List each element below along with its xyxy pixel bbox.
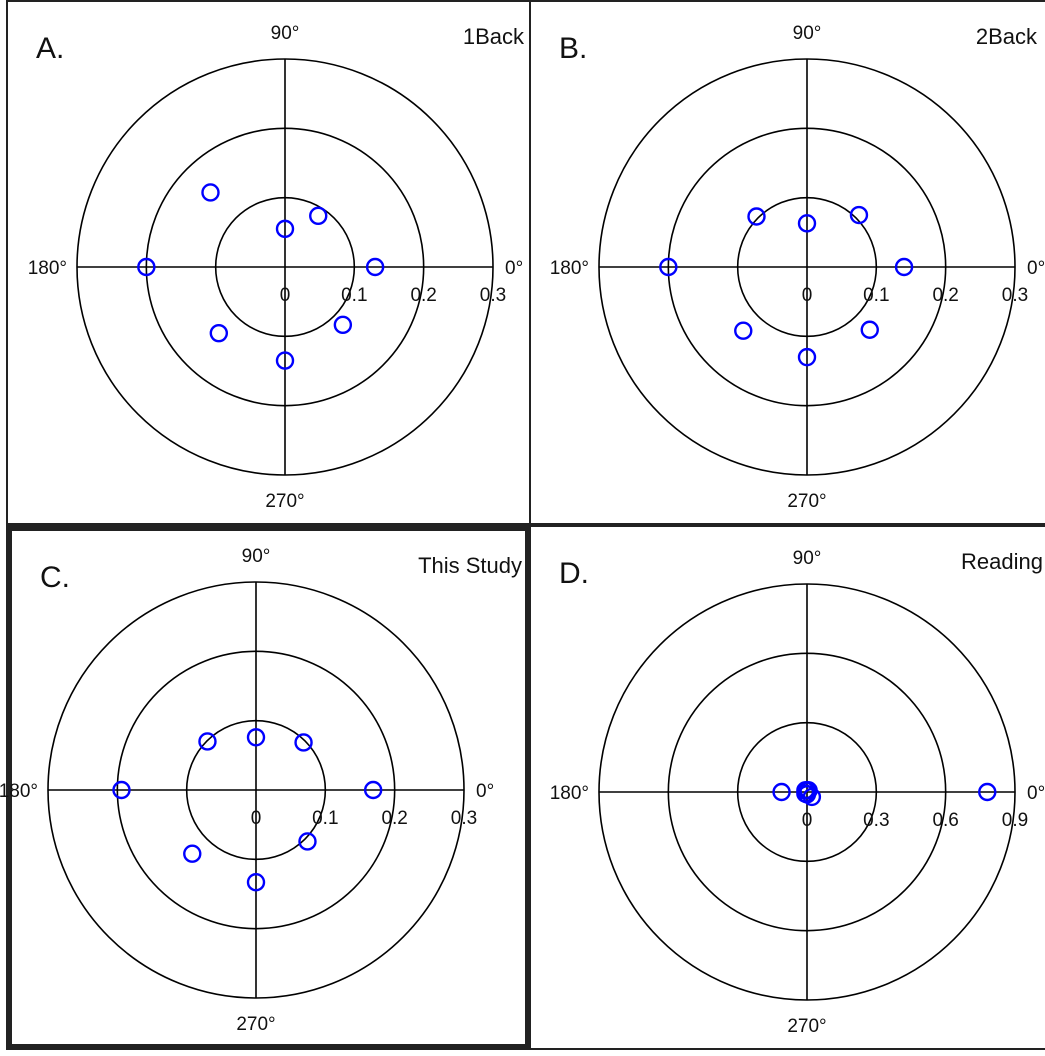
data-point-marker: [298, 832, 317, 851]
radial-tick-label: 0.2: [410, 285, 436, 306]
data-point-marker: [894, 257, 914, 277]
radial-tick-label: 0.6: [932, 810, 958, 831]
radial-tick-label: 0: [802, 810, 813, 831]
panel-letter: D.: [559, 557, 589, 590]
radial-tick-label: 0.9: [1002, 810, 1028, 831]
angle-label-270: 270°: [236, 1014, 275, 1035]
polar-plot: 0° 90° 180° 270° 0 0.3 0.6 0.9 D. Reading: [550, 548, 1045, 1037]
angle-label-90: 90°: [271, 23, 300, 44]
polar-panel-b: 0° 90° 180° 270° 0 0.1 0.2 0.3 B. 2Back: [531, 0, 1045, 525]
radial-tick-label: 0.1: [341, 285, 367, 306]
data-point-marker: [183, 844, 202, 863]
data-point-marker: [294, 733, 313, 752]
data-point-marker: [365, 257, 385, 277]
angle-label-180: 180°: [28, 258, 67, 279]
polar-plot: 0° 90° 180° 270° 0 0.1 0.2 0.3 A. 1Back: [28, 23, 525, 512]
angle-label-180: 180°: [0, 781, 38, 802]
angle-label-270: 270°: [787, 491, 826, 512]
data-point-marker: [209, 323, 229, 343]
angle-label-270: 270°: [265, 491, 304, 512]
data-point-marker: [309, 206, 328, 226]
radial-tick-label: 0.3: [863, 810, 889, 831]
radial-tick-label: 0.2: [381, 808, 407, 829]
data-point-marker: [734, 321, 753, 340]
radial-tick-label: 0: [280, 285, 291, 306]
data-point-marker: [137, 257, 156, 277]
polar-panel-c: 0° 90° 180° 270° 0 0.1 0.2 0.3 C. This Study: [0, 525, 531, 1050]
condition-label: 2Back: [976, 24, 1038, 49]
data-point-marker: [860, 320, 879, 339]
data-point-marker: [246, 728, 266, 747]
data-point-marker: [275, 351, 295, 370]
radial-tick-label: 0: [251, 808, 262, 829]
data-point-marker: [747, 207, 766, 226]
data-point-marker: [363, 780, 383, 800]
data-point-marker: [772, 782, 791, 802]
radial-tick-label: 0.3: [1002, 285, 1028, 306]
panel-letter: C.: [40, 561, 70, 594]
radial-tick-label: 0: [802, 285, 813, 306]
data-point-marker: [849, 205, 869, 225]
angle-label-90: 90°: [793, 548, 822, 569]
angle-label-0: 0°: [1027, 258, 1045, 279]
angle-label-0: 0°: [476, 781, 494, 802]
data-point-marker: [275, 219, 295, 239]
data-point-marker: [796, 781, 815, 800]
data-point-marker: [198, 732, 217, 751]
data-point-marker: [201, 183, 220, 202]
polar-plot: 0° 90° 180° 270° 0 0.1 0.2 0.3 B. 2Back: [550, 23, 1045, 512]
radial-tick-label: 0.3: [451, 808, 477, 829]
data-point-marker: [333, 315, 353, 335]
polar-panel-a: 0° 90° 180° 270° 0 0.1 0.2 0.3 A. 1Back: [6, 0, 531, 525]
condition-label: 1Back: [463, 24, 525, 49]
data-point-marker: [797, 214, 817, 233]
polar-panel-d: 0° 90° 180° 270° 0 0.3 0.6 0.9 D. Reading: [531, 525, 1045, 1050]
angle-label-90: 90°: [242, 546, 271, 567]
condition-label: This Study: [418, 553, 522, 578]
angle-label-180: 180°: [550, 783, 589, 804]
data-point-marker: [246, 873, 266, 892]
angle-label-0: 0°: [505, 258, 523, 279]
radial-tick-label: 0.3: [480, 285, 506, 306]
data-point-marker: [978, 782, 997, 802]
angle-label-0: 0°: [1027, 783, 1045, 804]
polar-plot: 0° 90° 180° 270° 0 0.1 0.2 0.3 C. This Study: [0, 546, 522, 1035]
panel-letter: B.: [559, 32, 587, 65]
angle-label-90: 90°: [793, 23, 822, 44]
radial-tick-label: 0.1: [312, 808, 338, 829]
angle-label-180: 180°: [550, 258, 589, 279]
panel-letter: A.: [36, 32, 64, 65]
data-point-marker: [112, 780, 131, 800]
condition-label: Reading: [961, 549, 1043, 574]
data-point-marker: [659, 257, 678, 277]
data-point-marker: [797, 347, 817, 367]
radial-tick-label: 0.1: [863, 285, 889, 306]
radial-tick-label: 0.2: [932, 285, 958, 306]
angle-label-270: 270°: [787, 1016, 826, 1037]
